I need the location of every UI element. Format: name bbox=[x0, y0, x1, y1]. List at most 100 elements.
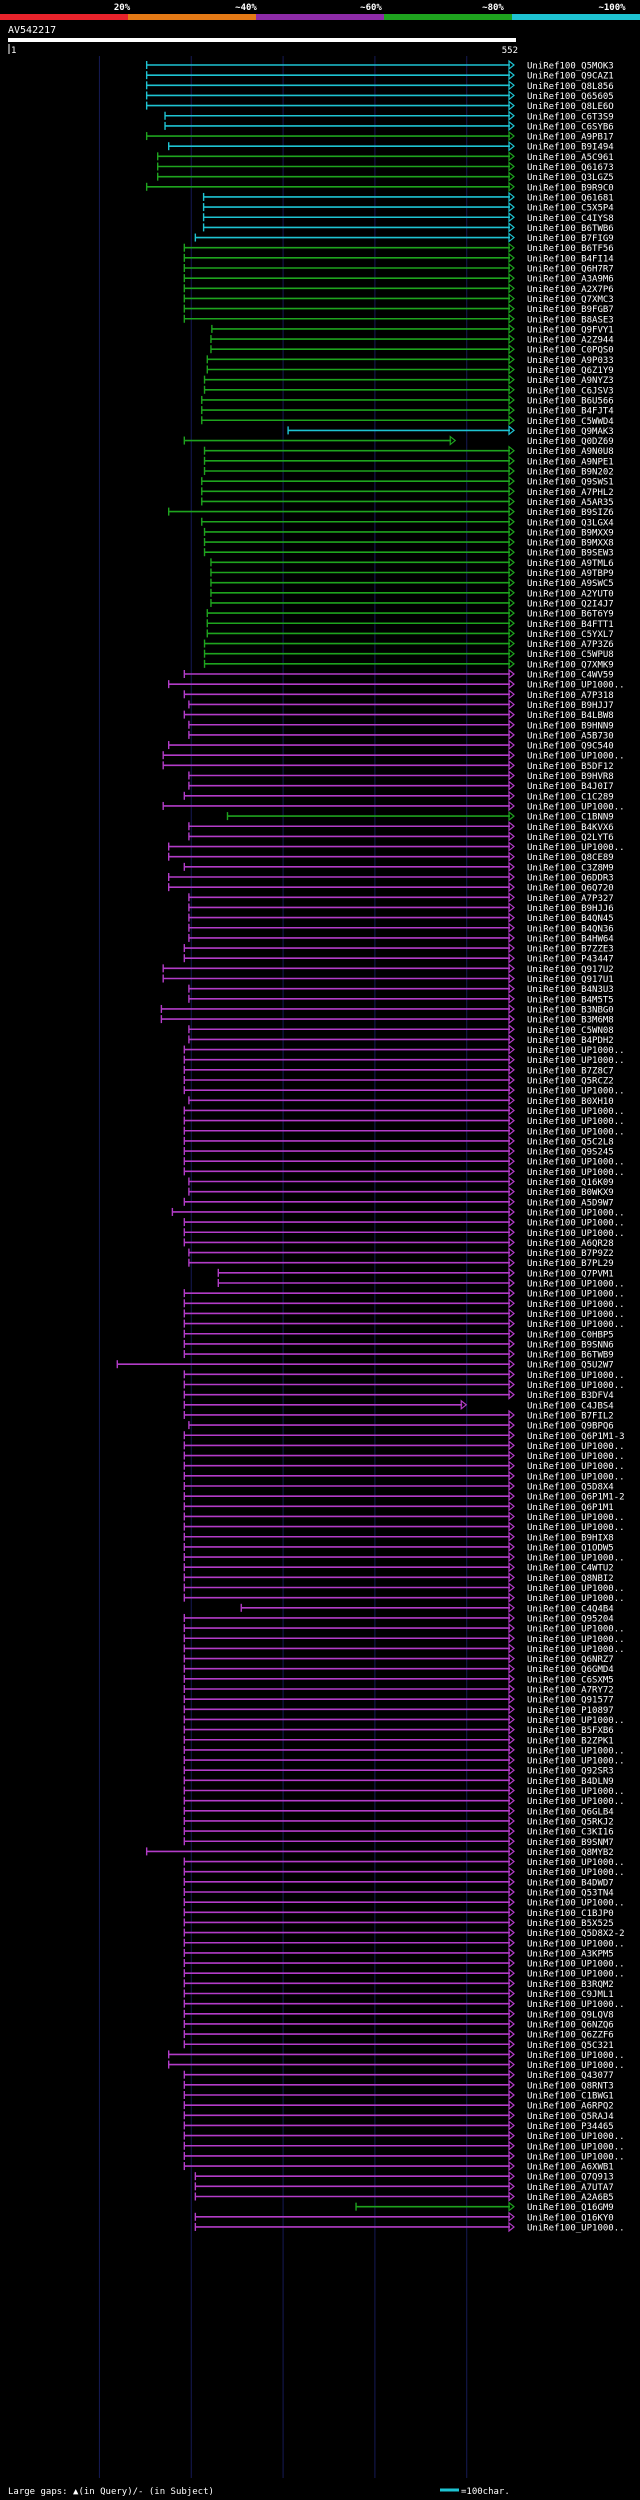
hit-end-arrow bbox=[508, 1338, 515, 1350]
hit-end-arrow bbox=[508, 1988, 515, 1999]
hit-label: UniRef100_B4N3U3 bbox=[527, 985, 614, 995]
hit-end-arrow bbox=[508, 1216, 515, 1228]
hit-end-arrow bbox=[508, 1876, 515, 1888]
hit-end-arrow bbox=[508, 1653, 515, 1664]
hit-end-arrow bbox=[508, 1155, 515, 1167]
hit-label: UniRef100_B9HJJ6 bbox=[527, 904, 614, 914]
hit-label: UniRef100_A7P327 bbox=[527, 894, 614, 904]
identity-scale-labels: 20% ~40% ~60% ~80% ~100% bbox=[114, 3, 626, 13]
hit-label: UniRef100_C3KI16 bbox=[527, 1828, 614, 1838]
hit-end-arrow bbox=[508, 821, 515, 832]
hit-end-arrow bbox=[508, 343, 515, 355]
hit-end-arrow bbox=[508, 2079, 515, 2091]
hit-label: UniRef100_UP1000.. bbox=[527, 1290, 625, 1300]
hit-end-arrow bbox=[508, 1998, 515, 2009]
hit-label: UniRef100_B9SNM7 bbox=[527, 1838, 614, 1848]
hit-label: UniRef100_UP1000.. bbox=[527, 1046, 625, 1056]
hit-end-arrow bbox=[449, 435, 457, 446]
hit-label: UniRef100_Q6Z1Y9 bbox=[527, 366, 614, 376]
hit-end-arrow bbox=[508, 252, 515, 264]
hit-label: UniRef100_Q16KY0 bbox=[527, 2213, 614, 2223]
hit-end-arrow bbox=[508, 881, 515, 893]
hit-end-arrow bbox=[508, 425, 515, 436]
hit-end-arrow bbox=[508, 293, 515, 304]
hit-label: UniRef100_UP1000.. bbox=[527, 1087, 625, 1097]
hit-end-arrow bbox=[508, 1206, 515, 1218]
hit-label: UniRef100_B9R9C0 bbox=[527, 183, 614, 193]
hit-label: UniRef100_UP1000.. bbox=[527, 1056, 625, 1066]
hit-label: UniRef100_B4KVX6 bbox=[527, 823, 614, 833]
hit-end-arrow bbox=[508, 2191, 515, 2202]
hit-label: UniRef100_C6JSV3 bbox=[527, 386, 614, 396]
hit-label: UniRef100_C4WV59 bbox=[527, 671, 614, 681]
hit-end-arrow bbox=[508, 1724, 515, 1735]
hit-label: UniRef100_UP1000.. bbox=[527, 1554, 625, 1564]
hit-label: UniRef100_C1BJP0 bbox=[527, 1909, 614, 1919]
hit-end-arrow bbox=[508, 780, 515, 791]
query-title: AV542217 bbox=[8, 25, 56, 36]
hit-label: UniRef100_UP1000.. bbox=[527, 1442, 625, 1452]
hit-end-arrow bbox=[508, 1815, 515, 1827]
hit-label: UniRef100_UP1000.. bbox=[527, 843, 625, 853]
hit-end-arrow bbox=[508, 1440, 515, 1451]
hit-label: UniRef100_C0PQS0 bbox=[527, 346, 614, 356]
hit-label: UniRef100_B6TWB6 bbox=[527, 224, 614, 234]
hit-label: UniRef100_P43447 bbox=[527, 955, 614, 965]
hit-label: UniRef100_Q5D8X2-2 bbox=[527, 1929, 625, 1939]
hit-end-arrow bbox=[508, 1511, 515, 1522]
hit-end-arrow bbox=[508, 1003, 515, 1015]
hit-label: UniRef100_UP1000.. bbox=[527, 681, 625, 691]
hit-label: UniRef100_A5B730 bbox=[527, 731, 614, 741]
hit-label: UniRef100_B4QN45 bbox=[527, 914, 614, 924]
hit-label: UniRef100_C1C289 bbox=[527, 792, 614, 802]
hit-end-arrow bbox=[508, 1978, 515, 1989]
identity-scale-segment bbox=[256, 14, 384, 20]
hit-end-arrow bbox=[508, 1267, 515, 1279]
hit-label: UniRef100_UP1000.. bbox=[527, 2000, 625, 2010]
hit-label: UniRef100_Q5C2L8 bbox=[527, 1137, 614, 1147]
hit-end-arrow bbox=[508, 1541, 515, 1553]
hit-end-arrow bbox=[508, 1186, 515, 1197]
hit-label: UniRef100_UP1000.. bbox=[527, 1625, 625, 1635]
hit-label: UniRef100_Q9S245 bbox=[527, 1148, 614, 1158]
hit-end-arrow bbox=[508, 1633, 515, 1644]
hit-label: UniRef100_B7FIL2 bbox=[527, 1411, 614, 1421]
hit-end-arrow bbox=[508, 130, 515, 142]
hit-label: UniRef100_B3M6M8 bbox=[527, 1016, 614, 1026]
hit-label: UniRef100_Q6GLB4 bbox=[527, 1807, 614, 1817]
hit-label: UniRef100_Q8LE6O bbox=[527, 102, 614, 112]
hit-end-arrow bbox=[508, 719, 515, 730]
hit-label: UniRef100_Q7XMC3 bbox=[527, 295, 614, 305]
hit-end-arrow bbox=[508, 831, 515, 842]
hit-label: UniRef100_B2ZPK1 bbox=[527, 1736, 614, 1746]
hit-end-arrow bbox=[508, 526, 515, 538]
hit-end-arrow bbox=[508, 749, 515, 761]
hit-end-arrow bbox=[508, 1846, 515, 1857]
hit-end-arrow bbox=[508, 1805, 515, 1817]
hit-end-arrow bbox=[508, 1044, 515, 1055]
hit-label: UniRef100_A7PHL2 bbox=[527, 488, 614, 498]
hit-rows: UniRef100_Q5MOK3UniRef100_Q9CAZ1UniRef10… bbox=[116, 59, 625, 2233]
hit-end-arrow bbox=[508, 1358, 515, 1370]
hit-end-arrow bbox=[508, 1764, 515, 1776]
hit-label: UniRef100_A7P3Z6 bbox=[527, 640, 614, 650]
hit-end-arrow bbox=[508, 1054, 515, 1065]
hit-end-arrow bbox=[508, 1064, 515, 1076]
hit-label: UniRef100_C4WTU2 bbox=[527, 1564, 614, 1574]
hit-label: UniRef100_B9I494 bbox=[527, 143, 614, 153]
hit-end-arrow bbox=[508, 1967, 515, 1979]
hit-end-arrow bbox=[508, 2150, 515, 2162]
hit-label: UniRef100_A7P318 bbox=[527, 691, 614, 701]
hit-label: UniRef100_Q53TN4 bbox=[527, 1889, 614, 1899]
hit-label: UniRef100_B9HNN9 bbox=[527, 721, 614, 731]
hit-label: UniRef100_Q16GM9 bbox=[527, 2203, 614, 2213]
hit-label: UniRef100_UP1000.. bbox=[527, 1960, 625, 1970]
hit-end-arrow bbox=[508, 1348, 515, 1360]
hit-label: UniRef100_Q9MAK3 bbox=[527, 427, 614, 437]
hit-label: UniRef100_B4DWD7 bbox=[527, 1878, 614, 1888]
hit-end-arrow bbox=[508, 1034, 515, 1045]
hit-label: UniRef100_A6RPQ2 bbox=[527, 2102, 614, 2112]
hit-end-arrow bbox=[508, 151, 515, 162]
hit-label: UniRef100_Q7PVM1 bbox=[527, 1269, 614, 1279]
hit-label: UniRef100_C0HBP5 bbox=[527, 1330, 614, 1340]
